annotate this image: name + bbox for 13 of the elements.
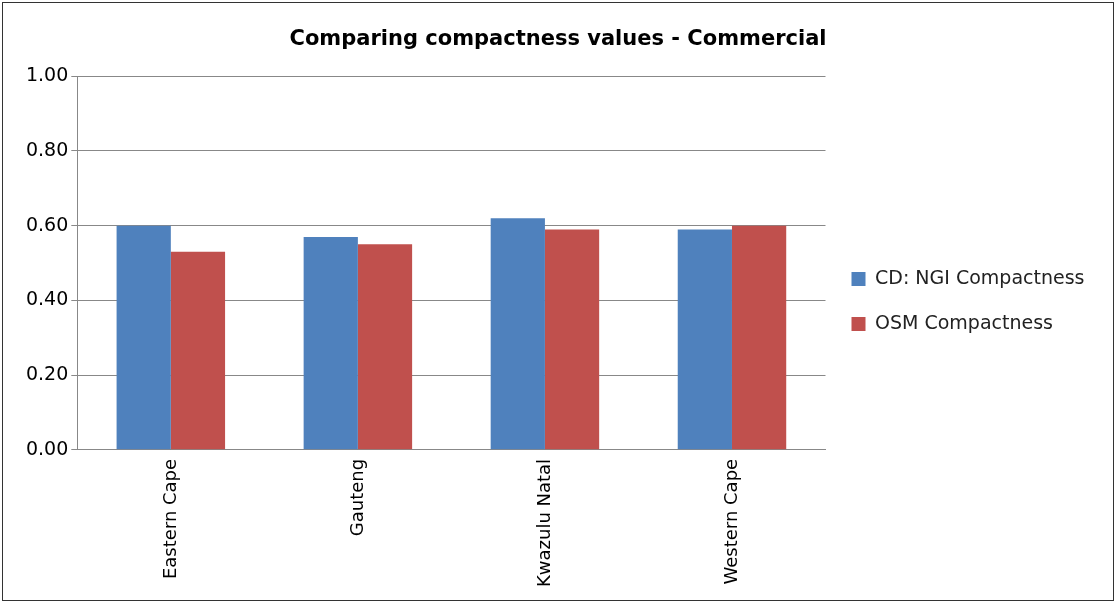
- x-tick-label: Kwazulu Natal: [532, 458, 554, 588]
- y-tick-label: 0.40: [25, 287, 69, 310]
- y-tick-label: 0.60: [25, 212, 69, 235]
- y-tick-label: 1.00: [25, 63, 69, 86]
- y-tick-label: 0.80: [25, 137, 69, 160]
- legend-label: OSM Compactness: [875, 310, 1053, 333]
- x-tick-label: Gauteng: [345, 458, 367, 537]
- x-tick-label: Western Cape: [719, 458, 741, 585]
- x-tick-label: Eastern Cape: [158, 458, 180, 580]
- y-tick-label: 0.20: [25, 362, 69, 385]
- chart-title: Comparing compactness values - Commercial: [289, 26, 827, 51]
- legend-label: CD: NGI Compactness: [875, 265, 1085, 288]
- y-tick-label: 0.00: [25, 436, 69, 459]
